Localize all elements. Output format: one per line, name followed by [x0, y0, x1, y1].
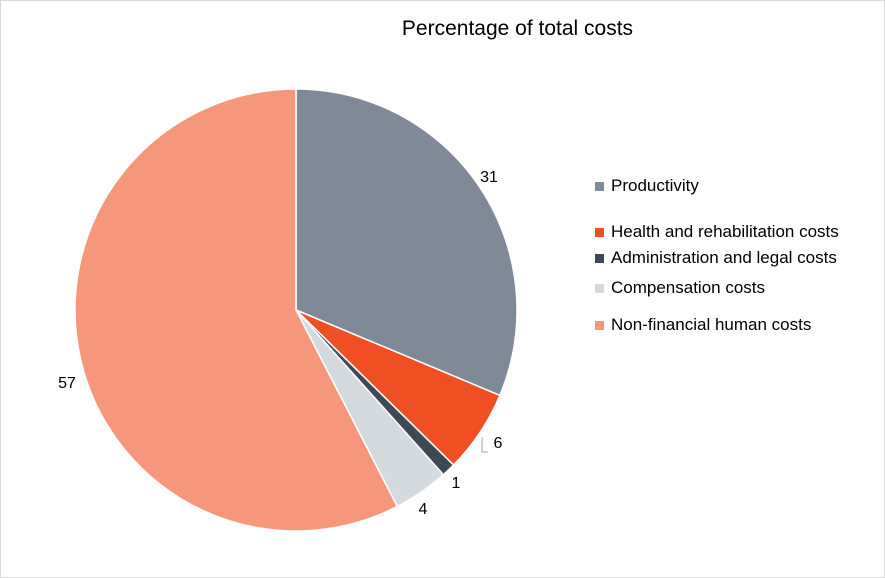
- data-label: 1: [452, 475, 461, 492]
- data-label: 57: [58, 375, 76, 392]
- legend-swatch: [595, 321, 604, 330]
- legend-label: Compensation costs: [611, 278, 766, 297]
- pie-slice: [295, 88, 518, 397]
- legend-label: Productivity: [611, 176, 699, 195]
- legend-item: Non-financial human costs: [595, 314, 875, 336]
- leader-line: [481, 437, 488, 453]
- data-label: 31: [480, 169, 498, 186]
- pie-slice: [74, 88, 399, 532]
- legend-item: Productivity: [595, 175, 875, 197]
- chart-title: Percentage of total costs: [401, 17, 634, 40]
- legend-label: Health and rehabilitation costs: [611, 222, 839, 241]
- legend-label: Administration and legal costs: [611, 248, 837, 267]
- legend-swatch: [595, 228, 604, 237]
- legend-item: Health and rehabilitation costs: [595, 221, 875, 243]
- legend-swatch: [595, 182, 604, 191]
- data-label: 4: [419, 501, 428, 518]
- legend-label: Non-financial human costs: [611, 315, 812, 334]
- legend-swatch: [595, 284, 604, 293]
- legend-item: Administration and legal costs: [595, 247, 875, 269]
- chart-legend: Productivity Health and rehabilitation co…: [595, 175, 875, 336]
- legend-item: Compensation costs: [595, 277, 875, 299]
- legend-swatch: [595, 254, 604, 263]
- data-label: 6: [494, 435, 503, 452]
